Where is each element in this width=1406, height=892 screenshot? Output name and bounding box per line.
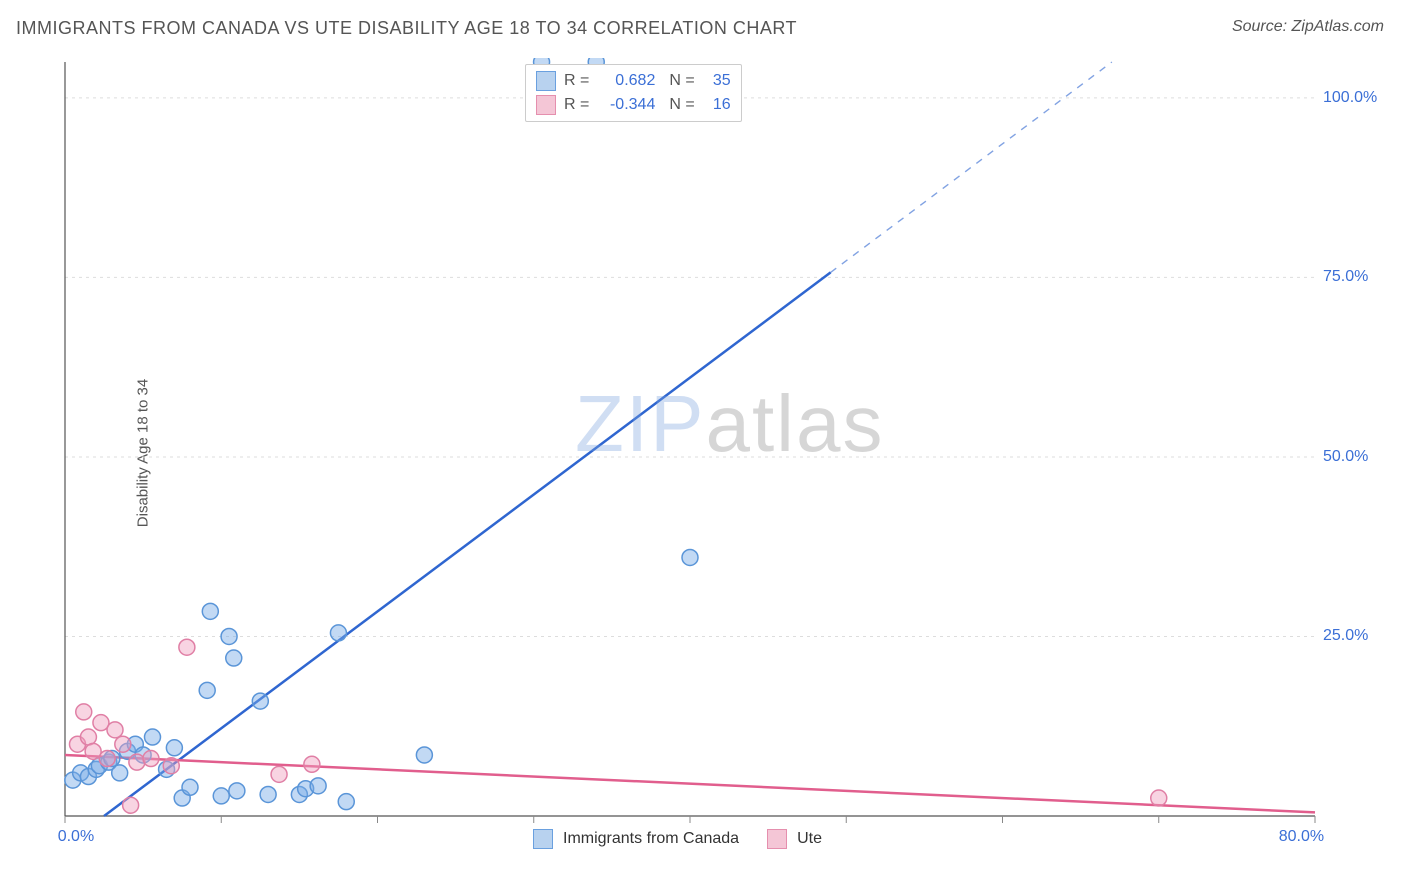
r-label: R = <box>564 93 589 117</box>
series-swatch-canada <box>533 829 553 849</box>
chart-title: IMMIGRANTS FROM CANADA VS UTE DISABILITY… <box>16 18 797 39</box>
legend-swatch-canada <box>536 71 556 91</box>
series-legend: Immigrants from Canada Ute <box>533 829 840 849</box>
legend-swatch-ute <box>536 95 556 115</box>
series-swatch-ute <box>767 829 787 849</box>
legend-row-canada: R = 0.682 N = 35 <box>536 69 731 93</box>
n-value-ute: 16 <box>703 93 731 117</box>
y-tick-label: 75.0% <box>1323 268 1368 286</box>
x-tick-label: 80.0% <box>1279 828 1324 846</box>
chart-canvas <box>55 58 1385 848</box>
r-label: R = <box>564 69 589 93</box>
correlation-legend: R = 0.682 N = 35 R = -0.344 N = 16 <box>525 64 742 122</box>
n-label: N = <box>669 93 694 117</box>
legend-row-ute: R = -0.344 N = 16 <box>536 93 731 117</box>
r-value-canada: 0.682 <box>597 69 655 93</box>
source-attribution: Source: ZipAtlas.com <box>1232 18 1384 36</box>
y-tick-label: 25.0% <box>1323 627 1368 645</box>
n-label: N = <box>669 69 694 93</box>
series-label-ute: Ute <box>797 830 822 848</box>
series-label-canada: Immigrants from Canada <box>563 830 739 848</box>
x-tick-label: 0.0% <box>58 828 94 846</box>
scatter-plot: Disability Age 18 to 34 ZIPatlas 0.0%80.… <box>55 58 1385 848</box>
r-value-ute: -0.344 <box>597 93 655 117</box>
y-tick-label: 100.0% <box>1323 89 1377 107</box>
n-value-canada: 35 <box>703 69 731 93</box>
y-tick-label: 50.0% <box>1323 448 1368 466</box>
